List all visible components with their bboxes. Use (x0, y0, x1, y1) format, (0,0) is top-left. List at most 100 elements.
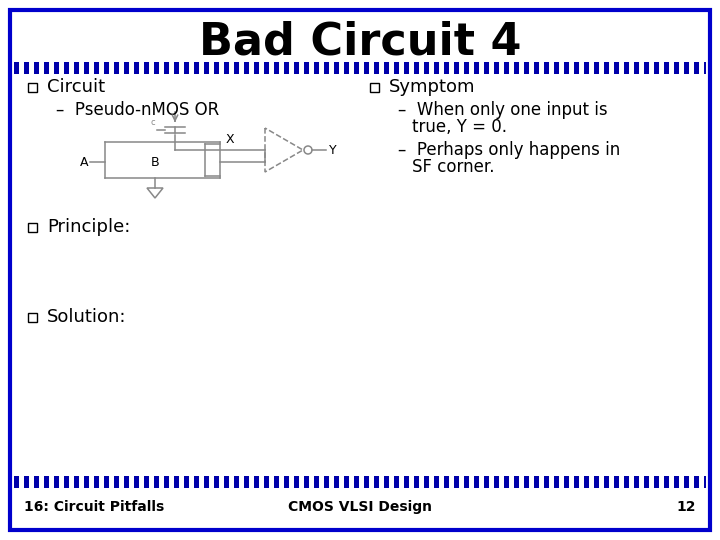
Bar (369, 62, 374, 74)
Bar (204, 476, 209, 488)
Bar (28, 223, 37, 232)
Bar (39, 62, 44, 74)
Bar (629, 476, 634, 488)
Bar (254, 476, 259, 488)
Bar (414, 62, 419, 74)
Bar (634, 476, 639, 488)
Bar (164, 62, 169, 74)
Bar (274, 476, 279, 488)
Bar (314, 476, 319, 488)
Bar (169, 476, 174, 488)
Text: SF corner.: SF corner. (412, 158, 495, 176)
Bar (84, 62, 89, 74)
Bar (274, 62, 279, 74)
Bar (684, 476, 689, 488)
Bar (214, 62, 219, 74)
Bar (54, 62, 59, 74)
Bar (444, 62, 449, 74)
Bar (474, 62, 479, 74)
Bar (494, 476, 499, 488)
Bar (514, 62, 519, 74)
Bar (519, 476, 524, 488)
Bar (139, 476, 144, 488)
Bar (114, 476, 119, 488)
Bar (169, 62, 174, 74)
Bar (134, 62, 139, 74)
Bar (239, 62, 244, 74)
Bar (539, 62, 544, 74)
Bar (614, 476, 619, 488)
Text: c: c (150, 118, 155, 127)
Bar (319, 476, 324, 488)
Bar (559, 62, 564, 74)
Bar (689, 476, 694, 488)
Bar (104, 476, 109, 488)
Bar (664, 62, 669, 74)
Bar (304, 62, 309, 74)
Text: Solution:: Solution: (47, 308, 127, 327)
Bar (584, 476, 589, 488)
Bar (554, 62, 559, 74)
Bar (429, 62, 434, 74)
Bar (129, 62, 134, 74)
Bar (354, 62, 359, 74)
Bar (114, 62, 119, 74)
Bar (699, 476, 704, 488)
Bar (529, 62, 534, 74)
Bar (194, 62, 199, 74)
Bar (28, 83, 37, 92)
Bar (534, 476, 539, 488)
Bar (319, 62, 324, 74)
Bar (509, 62, 514, 74)
Bar (604, 62, 609, 74)
Bar (19, 62, 24, 74)
Bar (289, 62, 294, 74)
Text: Bad Circuit 4: Bad Circuit 4 (199, 21, 521, 64)
Bar (514, 476, 519, 488)
Bar (209, 62, 214, 74)
Bar (634, 62, 639, 74)
Bar (59, 62, 64, 74)
Bar (609, 476, 614, 488)
Bar (44, 476, 49, 488)
Bar (554, 476, 559, 488)
Bar (379, 62, 384, 74)
Bar (394, 62, 399, 74)
Bar (379, 476, 384, 488)
Bar (389, 62, 394, 74)
Bar (439, 62, 444, 74)
Bar (119, 476, 124, 488)
Bar (469, 62, 474, 74)
Bar (359, 476, 364, 488)
Bar (639, 62, 644, 74)
Bar (579, 476, 584, 488)
Bar (564, 62, 569, 74)
Bar (564, 476, 569, 488)
Bar (694, 476, 699, 488)
Bar (164, 476, 169, 488)
Bar (79, 62, 84, 74)
Bar (179, 476, 184, 488)
Bar (94, 476, 99, 488)
Bar (579, 62, 584, 74)
Bar (399, 476, 404, 488)
Bar (374, 476, 379, 488)
Bar (284, 62, 289, 74)
Bar (159, 476, 164, 488)
Bar (664, 476, 669, 488)
Bar (684, 62, 689, 74)
Bar (189, 476, 194, 488)
Bar (64, 62, 69, 74)
Bar (74, 476, 79, 488)
Bar (99, 476, 104, 488)
Bar (649, 476, 654, 488)
Bar (464, 62, 469, 74)
Bar (659, 476, 664, 488)
Bar (584, 62, 589, 74)
Bar (229, 62, 234, 74)
Bar (604, 476, 609, 488)
Bar (154, 476, 159, 488)
Bar (489, 62, 494, 74)
Text: 16: Circuit Pitfalls: 16: Circuit Pitfalls (24, 500, 164, 514)
Bar (149, 62, 154, 74)
